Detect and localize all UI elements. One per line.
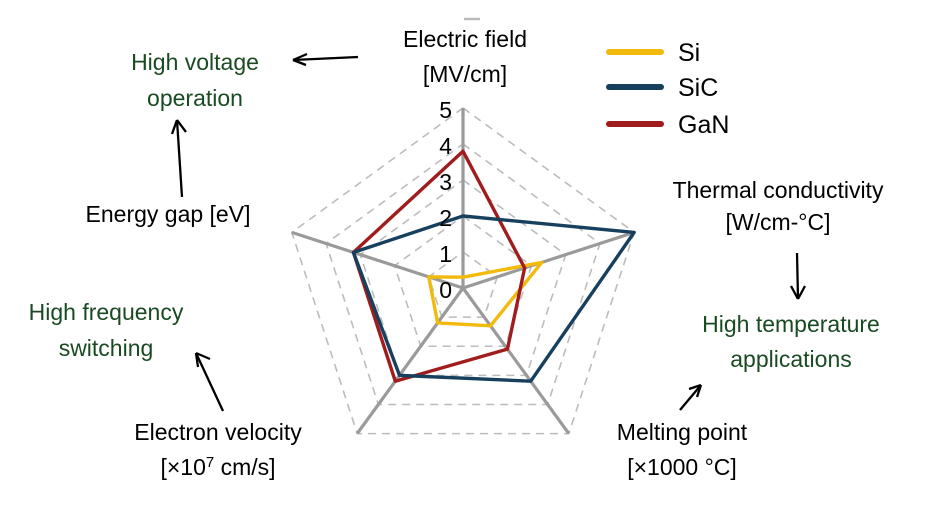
svg-text:[W/cm-°C]: [W/cm-°C]	[725, 209, 830, 235]
svg-text:Melting point: Melting point	[617, 419, 748, 445]
svg-text:applications: applications	[730, 346, 851, 372]
svg-text:[×107 cm/s]: [×107 cm/s]	[160, 454, 275, 481]
svg-text:SiC: SiC	[678, 74, 718, 102]
svg-text:4: 4	[439, 133, 452, 159]
svg-text:2: 2	[439, 205, 452, 231]
svg-text:High voltage: High voltage	[131, 49, 259, 75]
svg-text:Energy gap [eV]: Energy gap [eV]	[86, 201, 251, 227]
svg-text:1: 1	[439, 241, 452, 267]
svg-text:Thermal conductivity: Thermal conductivity	[673, 177, 884, 203]
svg-text:0: 0	[439, 277, 452, 303]
svg-text:3: 3	[439, 169, 452, 195]
svg-text:High temperature: High temperature	[702, 311, 880, 337]
svg-text:GaN: GaN	[678, 111, 729, 139]
svg-text:Electric field: Electric field	[403, 26, 527, 52]
svg-text:High frequency: High frequency	[29, 299, 184, 325]
svg-text:[MV/cm]: [MV/cm]	[423, 61, 507, 87]
svg-text:switching: switching	[59, 335, 154, 361]
svg-text:Electron velocity: Electron velocity	[134, 419, 302, 445]
svg-text:[×1000 °C]: [×1000 °C]	[627, 454, 737, 480]
svg-text:Si: Si	[678, 39, 700, 67]
svg-text:operation: operation	[147, 85, 243, 111]
svg-text:5: 5	[439, 97, 452, 123]
